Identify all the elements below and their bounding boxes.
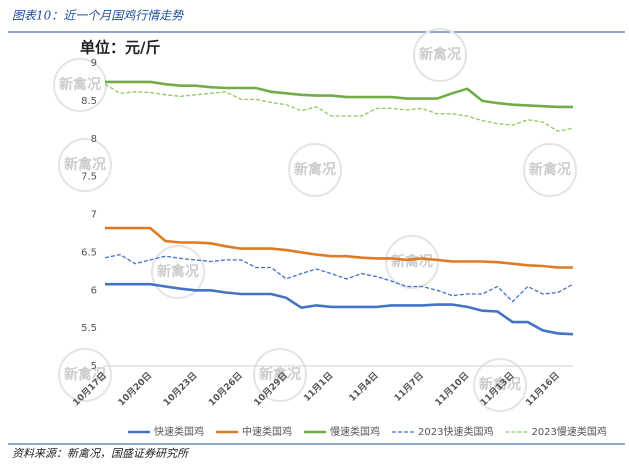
legend-label: 中速类国鸡 bbox=[242, 425, 292, 438]
watermark-ring bbox=[385, 235, 439, 289]
y-tick-label: 9 bbox=[91, 58, 97, 69]
legend-label: 2023慢速类国鸡 bbox=[531, 425, 606, 438]
y-tick-label: 5.5 bbox=[81, 323, 97, 334]
watermark-ring bbox=[58, 138, 112, 192]
watermark: 新禽况 bbox=[64, 156, 106, 173]
x-tick-label: 11月10日 bbox=[433, 370, 471, 408]
unit-label: 单位：元/斤 bbox=[80, 39, 160, 57]
watermark: 新禽况 bbox=[157, 263, 199, 280]
source: 资料来源：新禽况，国盛证券研究所 bbox=[12, 447, 190, 460]
watermark-ring bbox=[288, 143, 342, 197]
series-line bbox=[105, 282, 574, 336]
y-tick-label: 7 bbox=[91, 210, 97, 221]
legend-label: 慢速类国鸡 bbox=[330, 425, 380, 438]
watermark-ring bbox=[253, 348, 307, 402]
watermark: 新禽况 bbox=[59, 76, 101, 93]
watermark-ring bbox=[523, 143, 577, 197]
y-tick-label: 6 bbox=[91, 285, 97, 296]
watermark: 新禽况 bbox=[259, 366, 301, 383]
x-tick-label: 11月7日 bbox=[392, 370, 426, 404]
watermark: 新禽况 bbox=[391, 253, 433, 270]
y-tick-label: 5 bbox=[91, 361, 97, 372]
y-tick-label: 8.5 bbox=[81, 96, 97, 107]
series-line bbox=[105, 80, 573, 109]
x-tick-label: 11月16日 bbox=[524, 370, 562, 408]
y-tick-label: 8 bbox=[91, 134, 97, 145]
x-tick-label: 10月20日 bbox=[116, 370, 154, 408]
watermark-ring bbox=[473, 358, 527, 412]
header: 图表10：近一个月国鸡行情走势 bbox=[12, 9, 184, 23]
watermark: 新禽况 bbox=[479, 376, 521, 393]
legend-label: 快速类国鸡 bbox=[154, 425, 204, 438]
watermark-ring bbox=[413, 28, 467, 82]
x-tick-label: 10月26日 bbox=[207, 370, 245, 408]
x-tick-label: 11月4日 bbox=[347, 370, 381, 404]
x-tick-label: 10月23日 bbox=[161, 370, 199, 408]
watermark: 新禽况 bbox=[64, 366, 106, 383]
legend-label: 2023快速类国鸡 bbox=[418, 425, 493, 438]
y-tick-label: 7.5 bbox=[81, 172, 97, 183]
y-tick-label: 6.5 bbox=[81, 247, 97, 258]
series-line bbox=[104, 83, 574, 132]
watermark-ring bbox=[58, 348, 112, 402]
watermark-ring bbox=[151, 245, 205, 299]
series-line bbox=[105, 226, 573, 269]
watermark: 新禽况 bbox=[419, 46, 461, 63]
watermark: 新禽况 bbox=[529, 161, 571, 178]
watermark: 新禽况 bbox=[294, 161, 336, 178]
series-line bbox=[104, 253, 574, 303]
